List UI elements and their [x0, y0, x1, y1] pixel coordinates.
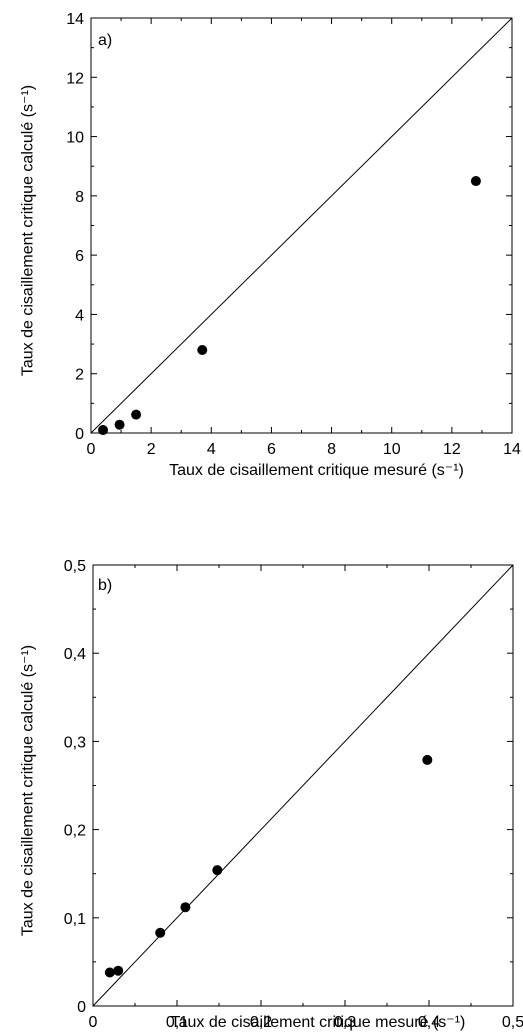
x-tick-labels: 0 0,1 0,2 0,3 0,4 0,5	[89, 1014, 523, 1031]
y-tick-labels: 0 0,1 0,2 0,3 0,4 0,5	[64, 558, 86, 1016]
data-point	[104, 967, 115, 978]
x-axis-label: Taux de cisaillement critique mesuré (s⁻…	[171, 1014, 466, 1031]
y-tick-label: 0,5	[64, 558, 86, 575]
y-tick-label: 0,1	[64, 911, 86, 928]
y-tick-label: 2	[75, 367, 84, 384]
y-axis-label: Taux de cisaillement critique calculé (s…	[20, 85, 37, 376]
y-tick-label: 0,3	[64, 734, 86, 751]
y-tick-label: 8	[75, 189, 84, 206]
x-tick-label: 0	[89, 1014, 98, 1031]
data-point	[197, 345, 208, 355]
data-point	[470, 176, 481, 187]
panel-label: a)	[98, 32, 112, 49]
chart-b: b) 0 0,1 0,2 0,3 0,4 0,5 0 0,1 0,2 0,3 0,4 0,5 Tau…	[20, 558, 523, 1031]
x-tick-label: 0	[87, 441, 96, 458]
y-tick-label: 0	[75, 426, 84, 443]
y-tick-label: 10	[66, 130, 84, 147]
x-tick-label: 4	[207, 441, 216, 458]
plot-frame	[90, 17, 513, 434]
data-point	[113, 965, 124, 976]
reference-line-y-equals-x	[92, 564, 514, 1007]
y-axis-label: Taux de cisaillement critique calculé (s…	[20, 645, 37, 936]
x-tick-label: 0,3	[334, 1014, 356, 1031]
x-tick-label: 8	[327, 441, 336, 458]
data-point	[180, 902, 191, 913]
y-tick-label: 6	[75, 248, 84, 265]
y-tick-label: 4	[75, 307, 84, 324]
y-tick-label: 0,2	[64, 823, 86, 840]
x-tick-label: 0,4	[418, 1014, 440, 1031]
data-points	[98, 176, 481, 436]
panel-label: b)	[98, 577, 112, 594]
y-tick-label: 0,4	[64, 646, 86, 663]
y-tick-label: 12	[66, 70, 84, 87]
data-point	[155, 927, 166, 938]
x-tick-label: 0,5	[502, 1014, 523, 1031]
x-tick-label: 14	[503, 441, 521, 458]
y-tick-labels: 0 2 4 6 8 10 12 14	[66, 11, 84, 443]
reference-line-y-equals-x	[90, 17, 513, 434]
data-points	[104, 754, 433, 978]
x-tick-label: 2	[147, 441, 156, 458]
x-tick-label: 0,1	[166, 1014, 188, 1031]
x-tick-labels: 0 2 4 6 8 10 12 14	[87, 441, 521, 458]
x-tick-label: 6	[267, 441, 276, 458]
data-point	[422, 754, 433, 765]
y-tick-label: 0	[77, 999, 86, 1016]
data-point	[98, 425, 109, 436]
data-point	[131, 409, 142, 420]
x-tick-label: 12	[443, 441, 461, 458]
x-axis-label: Taux de cisaillement critique mesuré (s⁻…	[169, 462, 464, 479]
chart-a: a) 0 2 4 6 8 10 12 14 0 2 4 6 8 10 12 14 Taux de cisai…	[20, 11, 521, 479]
x-tick-label: 10	[383, 441, 401, 458]
data-point	[114, 419, 125, 430]
x-tick-label: 0,2	[250, 1014, 272, 1031]
data-point	[212, 865, 223, 876]
plot-frame	[92, 564, 514, 1007]
y-tick-label: 14	[66, 11, 84, 28]
